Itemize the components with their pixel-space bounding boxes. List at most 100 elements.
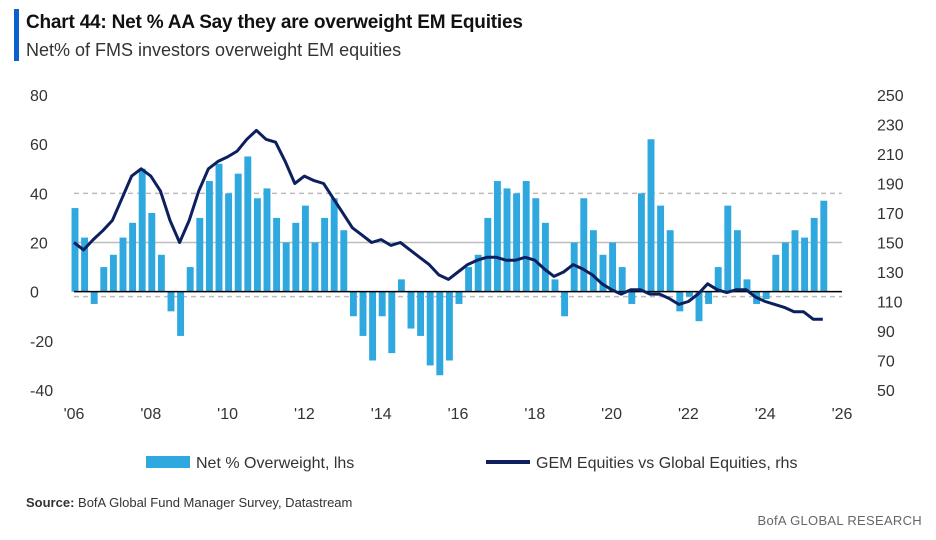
legend: Net % Overweight, lhs GEM Equities vs Glo… xyxy=(146,455,797,472)
bar xyxy=(762,291,770,300)
bar xyxy=(676,291,684,312)
y-right-tick-label: 250 xyxy=(877,88,904,105)
line-series xyxy=(73,128,823,321)
bar xyxy=(282,242,290,292)
bar xyxy=(493,181,501,292)
x-tick-label: '20 xyxy=(601,406,622,423)
bar xyxy=(330,198,338,292)
bar xyxy=(119,237,127,292)
bar xyxy=(541,222,549,292)
bar xyxy=(129,222,137,292)
bar xyxy=(301,205,309,292)
bar xyxy=(781,242,789,292)
bar xyxy=(772,254,780,292)
bar xyxy=(743,279,751,292)
bar xyxy=(513,193,521,292)
bar xyxy=(234,173,242,292)
y-right-tick-label: 110 xyxy=(877,295,903,312)
bar xyxy=(109,254,117,292)
y-left-tick-label: 20 xyxy=(30,236,48,253)
bar xyxy=(532,198,540,292)
legend-label-line: GEM Equities vs Global Equities, rhs xyxy=(536,455,797,472)
bar xyxy=(695,291,703,322)
bar xyxy=(714,267,722,292)
bar xyxy=(148,213,156,292)
bar xyxy=(407,291,415,329)
bar xyxy=(263,188,271,292)
bar xyxy=(225,193,233,292)
chart-title: Chart 44: Net % AA Say they are overweig… xyxy=(26,12,523,33)
bar xyxy=(81,237,89,292)
y-left-tick-label: 60 xyxy=(30,137,48,154)
bar xyxy=(657,205,665,292)
x-tick-label: '24 xyxy=(755,406,776,423)
y-left-tick-label: 40 xyxy=(30,186,48,203)
bar xyxy=(609,242,617,292)
y-left-tick-label: 0 xyxy=(30,285,39,302)
bar xyxy=(801,237,809,292)
x-tick-label: '10 xyxy=(217,406,238,423)
bar xyxy=(455,291,463,304)
bar xyxy=(100,267,108,292)
bar xyxy=(820,200,828,292)
bar xyxy=(426,291,434,366)
y-left-tick-label: -40 xyxy=(30,383,53,400)
x-tick-label: '26 xyxy=(832,406,853,423)
bar xyxy=(436,291,444,376)
y-right-tick-label: 230 xyxy=(877,118,904,135)
bar xyxy=(618,267,626,292)
bar xyxy=(647,139,655,292)
bar xyxy=(157,254,165,292)
y-right-tick-label: 190 xyxy=(877,177,904,194)
bar xyxy=(474,254,482,292)
bar xyxy=(340,230,348,292)
x-tick-label: '06 xyxy=(64,406,85,423)
x-axis-ticks: '06 '08 '10 '12 '14 '16 '18 '20 '22 '24 '26 xyxy=(64,406,853,423)
bar xyxy=(388,291,396,354)
bar xyxy=(503,188,511,292)
bar xyxy=(90,291,98,304)
bar xyxy=(417,291,425,336)
footer-brand: BofA GLOBAL RESEARCH xyxy=(757,513,922,528)
bar xyxy=(628,291,636,304)
bar xyxy=(551,279,559,292)
bar xyxy=(589,230,597,292)
bar xyxy=(810,217,818,292)
bar xyxy=(724,205,732,292)
y-right-tick-label: 170 xyxy=(877,206,904,223)
y-left-tick-label: -20 xyxy=(30,334,53,351)
x-tick-label: '14 xyxy=(371,406,392,423)
y-left-tick-label: 80 xyxy=(30,88,48,105)
chart-subtitle: Net% of FMS investors overweight EM equi… xyxy=(26,40,402,60)
y-right-tick-label: 150 xyxy=(877,236,904,253)
bar xyxy=(205,181,213,292)
bar xyxy=(599,254,607,292)
bar xyxy=(244,156,252,292)
bar xyxy=(561,291,569,317)
bar xyxy=(177,291,185,336)
source-note: Source: BofA Global Fund Manager Survey,… xyxy=(26,495,352,510)
bar xyxy=(253,198,261,292)
title-accent-bar xyxy=(14,9,19,61)
x-tick-label: '12 xyxy=(294,406,315,423)
bar xyxy=(369,291,377,361)
source-text: BofA Global Fund Manager Survey, Datastr… xyxy=(78,495,353,510)
bar xyxy=(522,181,530,292)
x-tick-label: '18 xyxy=(524,406,545,423)
x-tick-label: '16 xyxy=(448,406,469,423)
bar xyxy=(349,291,357,317)
legend-label-bars: Net % Overweight, lhs xyxy=(196,455,354,472)
bar xyxy=(733,230,741,292)
y-right-tick-label: 210 xyxy=(877,147,904,164)
x-tick-label: '22 xyxy=(678,406,699,423)
bar xyxy=(484,217,492,292)
bar xyxy=(167,291,175,312)
bar xyxy=(359,291,367,336)
bar xyxy=(465,267,473,292)
y-right-tick-label: 90 xyxy=(877,324,895,341)
bar xyxy=(666,230,674,292)
legend-swatch-bars xyxy=(146,456,190,468)
bar xyxy=(580,198,588,292)
left-axis-ticks: 80 60 40 20 0 -20 -40 xyxy=(30,88,53,400)
